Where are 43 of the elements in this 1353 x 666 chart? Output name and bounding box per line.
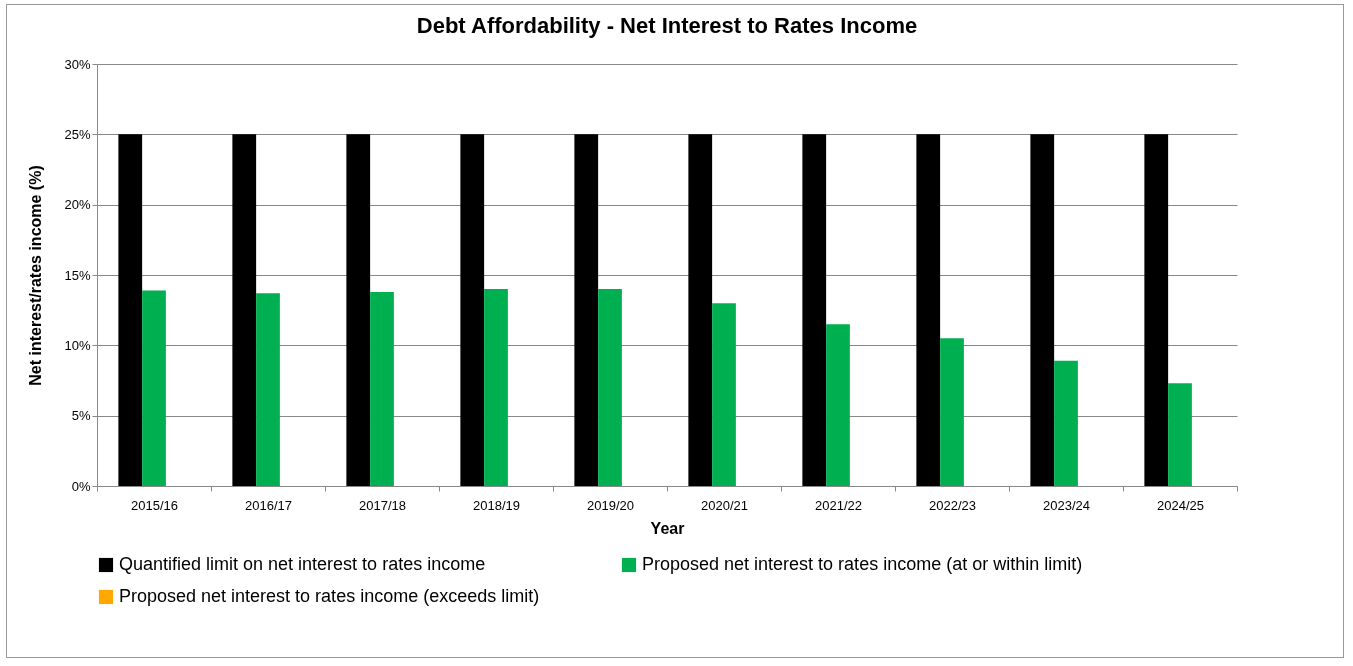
x-tick-label: 2019/20 — [587, 497, 634, 513]
x-tick-label: 2016/17 — [245, 497, 292, 513]
bar — [712, 303, 736, 486]
y-tick-label: 15% — [64, 267, 91, 283]
bar — [370, 291, 394, 486]
bar — [916, 134, 941, 486]
bar — [598, 289, 622, 486]
bar — [574, 134, 599, 486]
legend-label: Proposed net interest to rates income (exceeds limit) — [119, 586, 540, 606]
y-tick-label: 10% — [64, 337, 91, 353]
x-tick-label: 2021/22 — [815, 497, 862, 513]
bar — [940, 338, 964, 486]
bar — [256, 293, 280, 486]
bar — [118, 134, 143, 486]
x-tick-label: 2023/24 — [1043, 497, 1090, 513]
x-axis-title: Year — [650, 519, 685, 537]
legend-label: Quantified limit on net interest to rates income — [119, 554, 486, 574]
x-tick-label: 2020/21 — [701, 497, 748, 513]
bar — [1030, 134, 1055, 486]
y-axis-title: Net interest/rates income (%) — [27, 165, 45, 386]
legend-label: Proposed net interest to rates income (at or within limit) — [642, 554, 1083, 574]
x-tick-label: 2015/16 — [131, 497, 178, 513]
bar — [1054, 360, 1078, 486]
bar — [1168, 383, 1192, 486]
chart-title: Debt Affordability - Net Interest to Rates Income — [416, 13, 918, 38]
bar — [826, 324, 850, 486]
x-tick-label: 2022/23 — [929, 497, 976, 513]
y-tick-label: 20% — [64, 197, 91, 213]
bar — [484, 289, 508, 486]
bar — [346, 134, 371, 486]
x-tick-label: 2024/25 — [1157, 497, 1204, 513]
bar — [232, 134, 257, 486]
bar — [688, 134, 713, 486]
y-tick-label: 0% — [71, 478, 91, 494]
bar — [460, 134, 485, 486]
y-tick-label: 5% — [71, 408, 91, 424]
y-tick-label: 25% — [64, 126, 91, 142]
x-tick-label: 2017/18 — [359, 497, 406, 513]
y-tick-label: 30% — [64, 56, 91, 72]
x-tick-label: 2018/19 — [473, 497, 520, 513]
bar — [142, 290, 166, 486]
bar — [802, 134, 827, 486]
bar — [1144, 134, 1169, 486]
